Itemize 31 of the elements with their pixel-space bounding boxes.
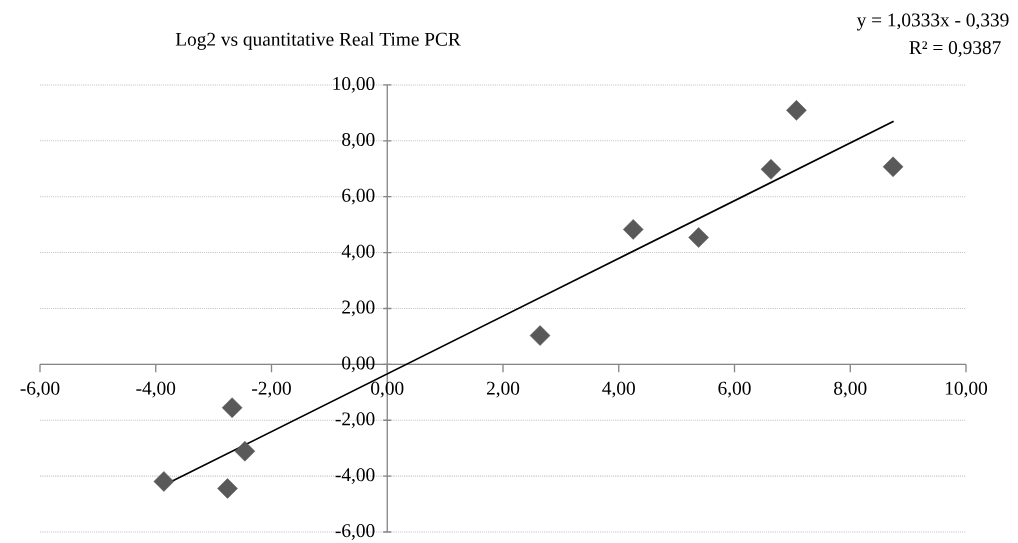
point [217, 478, 238, 499]
y-tick-label: -2,00 [335, 412, 375, 429]
y-tick-label: 6,00 [342, 188, 375, 205]
x-tick-label: 4,00 [602, 381, 635, 398]
y-tick-label: 8,00 [342, 132, 375, 149]
point [221, 397, 243, 418]
point [153, 471, 175, 492]
text: y = 1,0333x - 0,339 [856, 13, 1009, 31]
point [882, 156, 904, 178]
y-tick-label: 4,00 [341, 244, 375, 261]
point [529, 325, 551, 346]
x-tick-label: -2,00 [252, 381, 291, 398]
x-tick-label: -6,00 [20, 381, 60, 398]
point [760, 159, 782, 180]
text: R² = 0,9387 [909, 41, 1001, 57]
point [622, 219, 644, 240]
x-tick-label: 8,00 [834, 381, 867, 398]
x-tick-label: 6,00 [718, 381, 751, 398]
y-tick-label: 2,00 [342, 300, 375, 317]
y-tick-label: -4,00 [335, 468, 375, 485]
x-tick-label: 0,00 [371, 381, 404, 398]
y-tick-label: 0,00 [342, 356, 375, 373]
point [786, 100, 807, 121]
chart-title: Log2 vs quantitative Real Time PCR [175, 32, 461, 50]
point [234, 440, 256, 462]
x-tick-label: 2,00 [486, 381, 520, 398]
x-tick-label: -4,00 [136, 381, 176, 398]
x-tick-label: 10,00 [945, 381, 988, 398]
point [688, 227, 709, 248]
y-tick-label: 10,00 [333, 77, 375, 93]
y-tick-label: -6,00 [335, 524, 375, 540]
